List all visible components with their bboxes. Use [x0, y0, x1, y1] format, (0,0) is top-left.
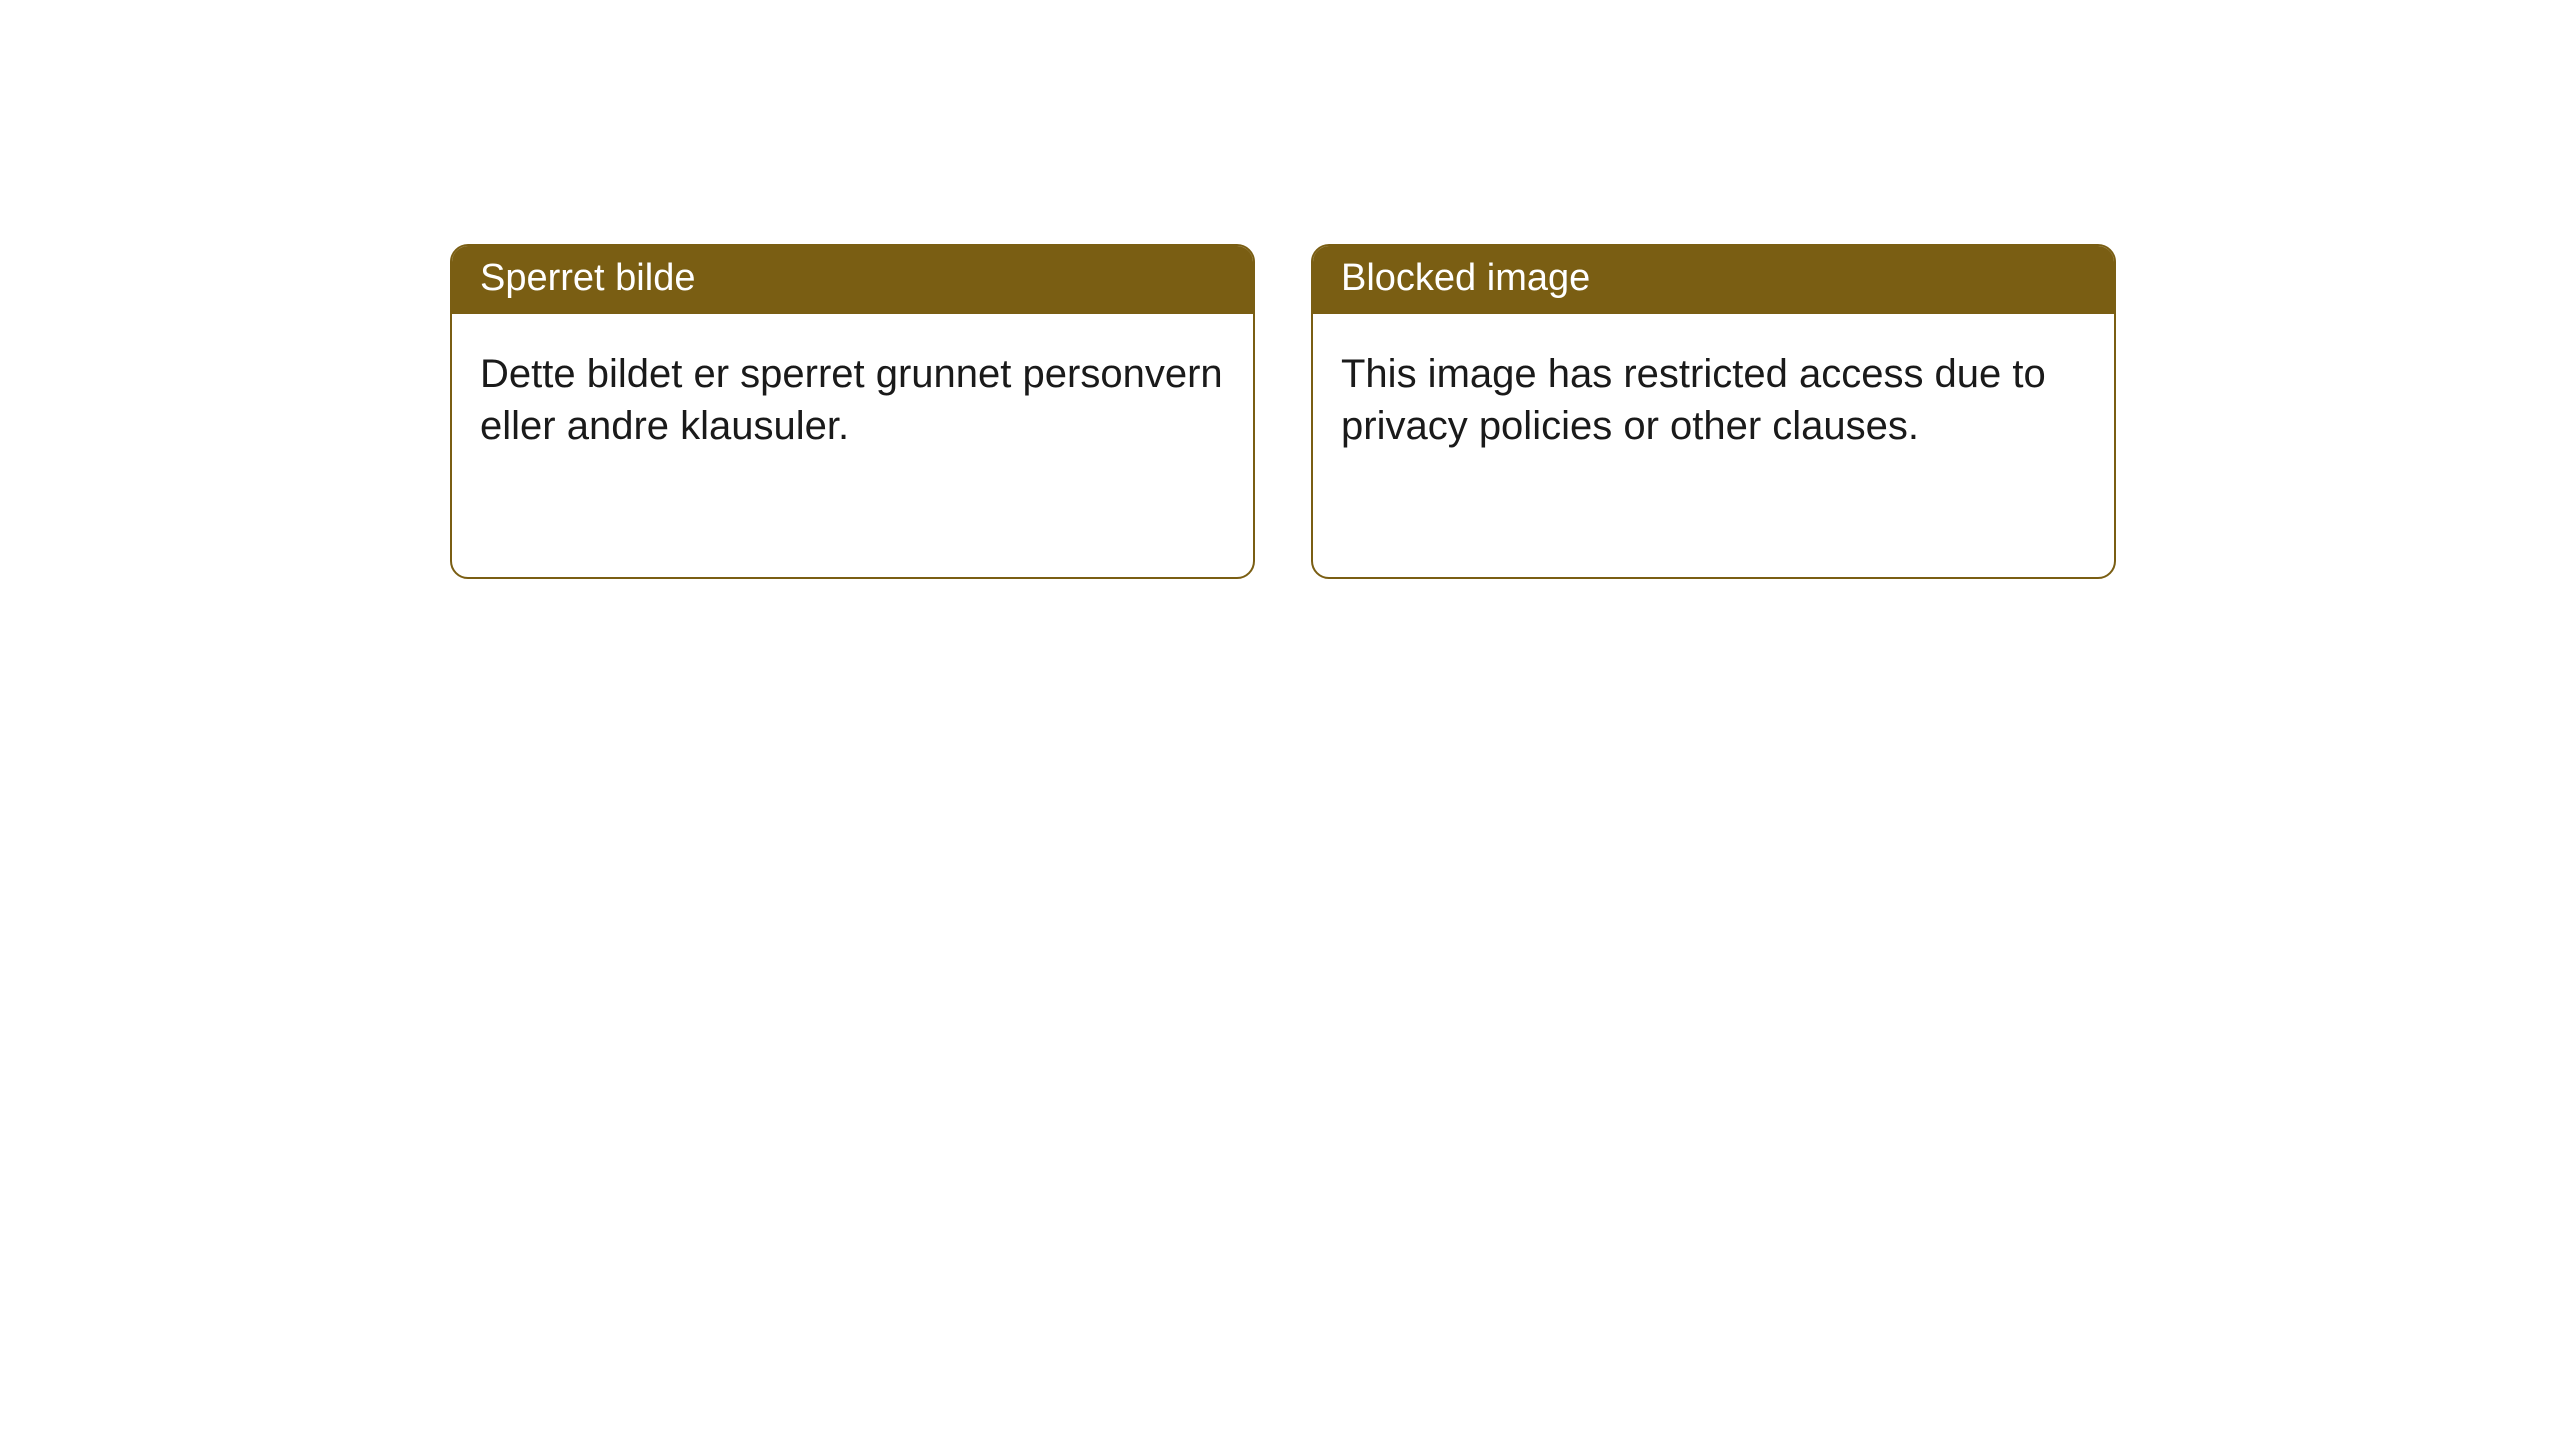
notice-card-english: Blocked image This image has restricted … [1311, 244, 2116, 579]
notice-header: Blocked image [1313, 246, 2114, 314]
notice-body: Dette bildet er sperret grunnet personve… [452, 314, 1253, 480]
notice-container: Sperret bilde Dette bildet er sperret gr… [0, 0, 2560, 579]
notice-card-norwegian: Sperret bilde Dette bildet er sperret gr… [450, 244, 1255, 579]
notice-header: Sperret bilde [452, 246, 1253, 314]
notice-body: This image has restricted access due to … [1313, 314, 2114, 480]
